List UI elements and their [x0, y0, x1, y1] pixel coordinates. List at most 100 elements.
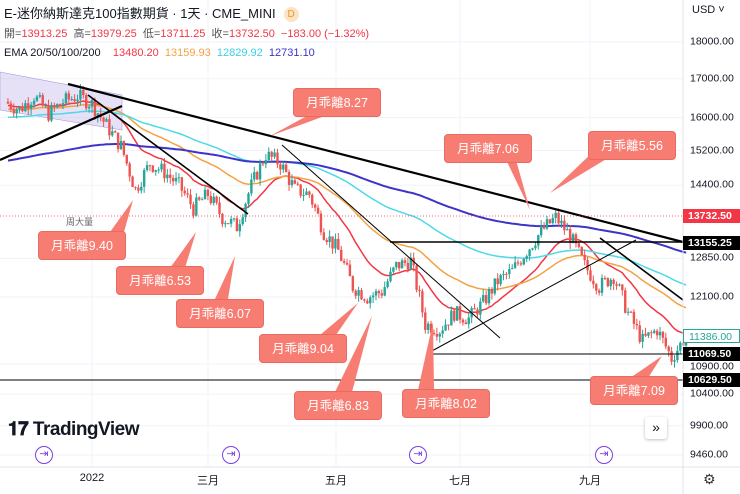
candle-body: [369, 297, 372, 304]
candle-body: [574, 234, 578, 244]
candle-body: [455, 306, 459, 321]
candle-body: [87, 106, 91, 109]
ohlc-legend: 開=13913.25 高=13979.25 低=13711.25 收=13732…: [4, 25, 369, 41]
callout-deviation[interactable]: 月乖離7.06: [444, 134, 532, 163]
ema-legend[interactable]: EMA 20/50/100/200 13480.20 13159.93 1282…: [4, 47, 315, 59]
ema-label: EMA 20/50/100/200: [4, 47, 101, 59]
candle-body: [311, 194, 314, 205]
candle-body: [6, 101, 10, 104]
chevron-down-icon: ˅: [715, 4, 725, 16]
candle-body: [606, 278, 610, 287]
callout-deviation[interactable]: 月乖離6.83: [294, 391, 382, 420]
event-marker-icon[interactable]: ⇥: [35, 446, 53, 464]
candle-body: [383, 287, 386, 296]
ema100-value: 12829.92: [216, 47, 263, 59]
candle-body: [250, 179, 253, 194]
price-tick: 14400.00: [690, 178, 734, 191]
candle-body: [537, 235, 540, 246]
candle-body: [560, 220, 563, 224]
candle-body: [340, 249, 343, 261]
candle-body: [325, 239, 328, 242]
time-label: 五月: [325, 475, 347, 487]
candle-body: [638, 325, 641, 342]
candle-body: [151, 165, 155, 172]
candle-body: [438, 333, 441, 337]
candle-body: [629, 311, 633, 313]
candle-body: [525, 256, 528, 259]
candle-body: [29, 104, 33, 109]
callout-deviation[interactable]: 月乖離9.04: [259, 334, 347, 363]
trend-line: [429, 239, 637, 353]
close-label: 收=: [211, 28, 229, 40]
candle-body: [44, 105, 47, 107]
candle-body: [157, 169, 160, 171]
candle-body: [670, 351, 673, 362]
candle-body: [432, 332, 436, 335]
callout-deviation[interactable]: 月乖離7.09: [590, 376, 678, 405]
time-label: 七月: [449, 475, 471, 487]
price-tick: 12850.00: [690, 251, 734, 264]
candle-body: [354, 290, 357, 296]
candle-body: [397, 261, 401, 269]
callout-deviation[interactable]: 月乖離9.40: [38, 231, 126, 260]
candle-body: [583, 254, 586, 261]
currency-label: USD: [692, 4, 716, 16]
price-tag: 10629.50: [683, 373, 740, 388]
candle-body: [111, 131, 114, 136]
candle-body: [177, 177, 181, 179]
candle-body: [473, 308, 476, 310]
candle-body: [105, 119, 108, 122]
candle-body: [664, 337, 668, 347]
candle-body: [15, 109, 18, 114]
time-label: 2022: [79, 472, 105, 484]
candle-body: [522, 258, 526, 265]
candle-body: [508, 269, 511, 275]
candle-body: [496, 278, 499, 285]
candle-body: [334, 238, 337, 249]
candle-body: [116, 132, 120, 150]
callout-deviation[interactable]: 月乖離8.27: [293, 88, 381, 117]
candle-body: [406, 262, 410, 270]
candle-body: [676, 350, 679, 361]
candle-body: [464, 322, 468, 325]
event-marker-icon[interactable]: ⇥: [409, 446, 427, 464]
candle-body: [577, 243, 581, 248]
candle-body: [615, 283, 618, 286]
open-value: 13913.25: [21, 28, 68, 40]
candle-body: [102, 117, 105, 122]
callout-deviation[interactable]: 月乖離6.53: [116, 266, 204, 295]
candle-body: [351, 276, 355, 291]
symbol-title[interactable]: E-迷你納斯達克100指數期貨 · 1天 · CME_MINI D: [4, 3, 299, 22]
candle-body: [241, 217, 244, 225]
candle-body: [513, 262, 517, 269]
candle-body: [96, 113, 99, 117]
delayed-data-badge[interactable]: D: [283, 7, 299, 22]
change-value: −183.00 (−1.32%): [281, 28, 370, 40]
currency-selector[interactable]: USD ˅: [692, 4, 725, 16]
tradingview-logo: 𝟏𝟕 TradingView: [8, 419, 140, 441]
scroll-to-latest-button[interactable]: »: [645, 417, 667, 439]
candle-body: [386, 281, 389, 288]
candle-body: [632, 311, 636, 324]
logo-text: TradingView: [32, 419, 140, 440]
candle-body: [328, 236, 331, 242]
candle-body: [38, 95, 42, 97]
candle-body: [360, 290, 363, 300]
callout-deviation[interactable]: 月乖離8.02: [402, 389, 490, 418]
callout-deviation[interactable]: 月乖離5.56: [588, 131, 676, 160]
candle-body: [9, 103, 13, 110]
trend-line: [87, 94, 249, 215]
callout-deviation[interactable]: 月乖離6.07: [176, 299, 264, 328]
event-marker-icon[interactable]: ⇥: [595, 446, 613, 464]
candle-body: [400, 260, 404, 269]
candle-body: [322, 232, 326, 240]
settings-gear-icon[interactable]: ⚙: [703, 471, 716, 487]
event-marker-icon[interactable]: ⇥: [222, 446, 240, 464]
candle-body: [56, 104, 59, 108]
candle-body: [426, 323, 430, 330]
candle-body: [255, 171, 259, 180]
candle-body: [499, 275, 502, 285]
candle-body: [18, 107, 21, 110]
candle-body: [206, 189, 210, 196]
